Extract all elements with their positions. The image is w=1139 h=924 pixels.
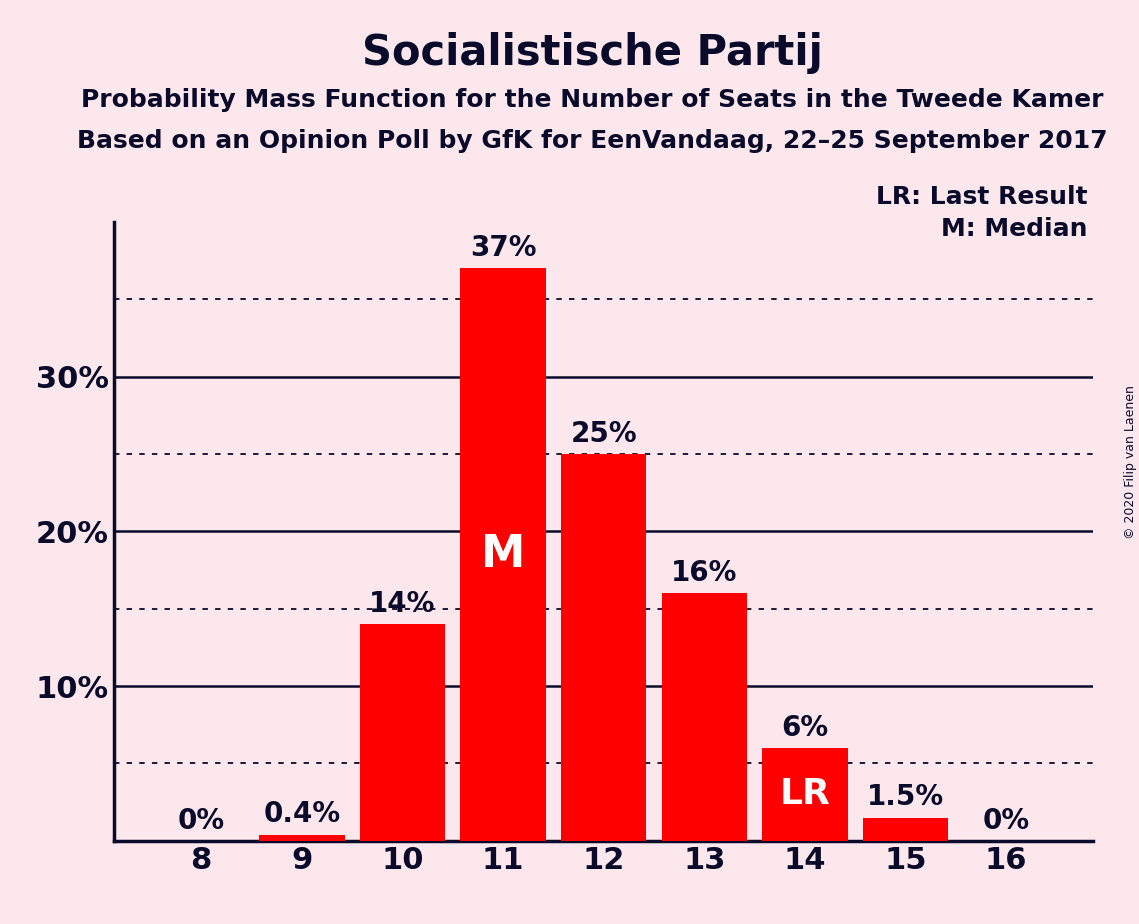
Bar [662, 593, 747, 841]
Bar [360, 625, 445, 841]
Text: LR: Last Result: LR: Last Result [876, 185, 1088, 209]
Bar [762, 748, 847, 841]
Text: 0%: 0% [983, 807, 1030, 834]
Text: 25%: 25% [571, 419, 637, 448]
Text: 37%: 37% [469, 234, 536, 262]
Text: 0.4%: 0.4% [263, 800, 341, 829]
Bar [560, 454, 647, 841]
Bar [259, 834, 345, 841]
Text: M: Median: M: Median [941, 217, 1088, 241]
Text: Based on an Opinion Poll by GfK for EenVandaag, 22–25 September 2017: Based on an Opinion Poll by GfK for EenV… [77, 129, 1107, 153]
Bar [862, 818, 949, 841]
Text: 6%: 6% [781, 713, 828, 742]
Text: 1.5%: 1.5% [867, 784, 944, 811]
Text: 0%: 0% [178, 807, 224, 834]
Text: M: M [481, 533, 525, 576]
Bar [460, 268, 546, 841]
Text: © 2020 Filip van Laenen: © 2020 Filip van Laenen [1124, 385, 1137, 539]
Text: LR: LR [779, 777, 830, 811]
Text: 14%: 14% [369, 590, 435, 618]
Text: Socialistische Partij: Socialistische Partij [362, 32, 822, 74]
Text: Probability Mass Function for the Number of Seats in the Tweede Kamer: Probability Mass Function for the Number… [81, 88, 1104, 112]
Text: 16%: 16% [671, 559, 737, 587]
